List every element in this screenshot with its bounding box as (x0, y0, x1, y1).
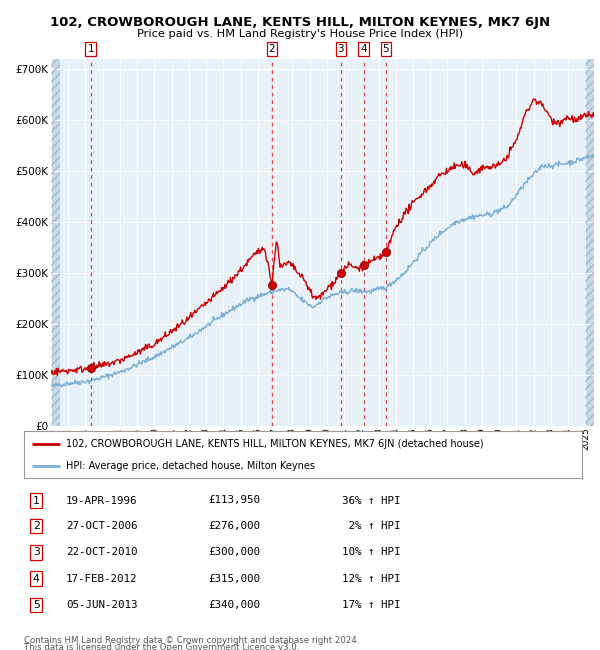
Bar (51, 58, 61, 426)
Text: HPI: Average price, detached house, Milton Keynes: HPI: Average price, detached house, Milt… (66, 461, 315, 471)
Text: 2% ↑ HPI: 2% ↑ HPI (342, 521, 401, 531)
Text: This data is licensed under the Open Government Licence v3.0.: This data is licensed under the Open Gov… (24, 644, 299, 650)
Text: 22-OCT-2010: 22-OCT-2010 (66, 547, 137, 558)
Text: 19-APR-1996: 19-APR-1996 (66, 495, 137, 506)
Text: 2: 2 (33, 521, 40, 531)
Text: 1: 1 (88, 44, 94, 55)
Text: 2: 2 (269, 44, 275, 55)
Text: £300,000: £300,000 (208, 547, 260, 558)
Text: 102, CROWBOROUGH LANE, KENTS HILL, MILTON KEYNES, MK7 6JN: 102, CROWBOROUGH LANE, KENTS HILL, MILTO… (50, 16, 550, 29)
Text: £276,000: £276,000 (208, 521, 260, 531)
Text: £340,000: £340,000 (208, 600, 260, 610)
Text: 12% ↑ HPI: 12% ↑ HPI (342, 574, 401, 584)
Text: 3: 3 (33, 547, 40, 558)
Bar (584, 58, 594, 426)
Text: 4: 4 (33, 574, 40, 584)
Text: £315,000: £315,000 (208, 574, 260, 584)
Text: 102, CROWBOROUGH LANE, KENTS HILL, MILTON KEYNES, MK7 6JN (detached house): 102, CROWBOROUGH LANE, KENTS HILL, MILTO… (66, 439, 484, 449)
Text: £113,950: £113,950 (208, 495, 260, 506)
Text: Contains HM Land Registry data © Crown copyright and database right 2024.: Contains HM Land Registry data © Crown c… (24, 636, 359, 645)
Text: 05-JUN-2013: 05-JUN-2013 (66, 600, 137, 610)
Text: 3: 3 (337, 44, 344, 55)
Text: 5: 5 (383, 44, 389, 55)
Text: 17% ↑ HPI: 17% ↑ HPI (342, 600, 401, 610)
Text: 1: 1 (33, 495, 40, 506)
Text: 17-FEB-2012: 17-FEB-2012 (66, 574, 137, 584)
Text: 4: 4 (360, 44, 367, 55)
Text: 5: 5 (33, 600, 40, 610)
Text: 10% ↑ HPI: 10% ↑ HPI (342, 547, 401, 558)
Bar (51, 58, 61, 426)
Text: 36% ↑ HPI: 36% ↑ HPI (342, 495, 401, 506)
Bar (584, 58, 594, 426)
Text: Price paid vs. HM Land Registry's House Price Index (HPI): Price paid vs. HM Land Registry's House … (137, 29, 463, 38)
Text: 27-OCT-2006: 27-OCT-2006 (66, 521, 137, 531)
